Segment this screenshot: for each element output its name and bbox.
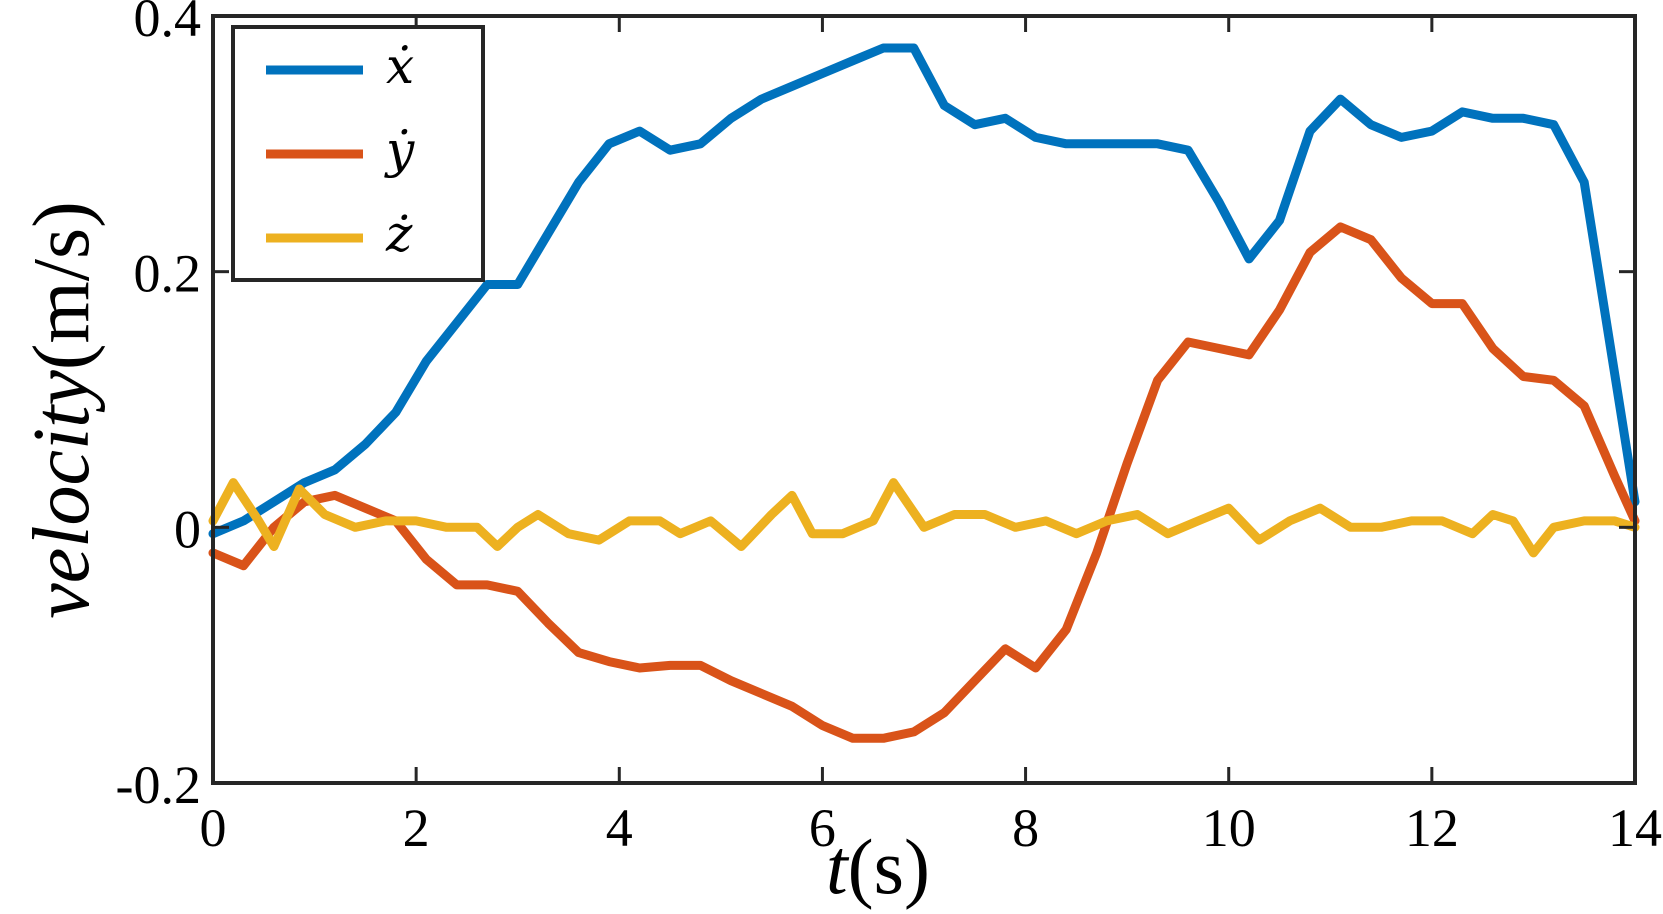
series-line-1 <box>208 222 1640 743</box>
x-axis-unit: (s) <box>848 823 930 910</box>
x-tick-label: 4 <box>606 798 633 858</box>
legend-label-2: ż <box>385 205 413 263</box>
x-tick-label: 12 <box>1405 798 1459 858</box>
series-line-0 <box>208 43 1640 539</box>
x-tick-label: 6 <box>809 798 836 858</box>
y-tick-label: 0.2 <box>134 244 202 304</box>
legend-label-1: ẏ <box>384 121 415 179</box>
legend: ẋẏż <box>231 25 485 282</box>
legend-label-0: ẋ <box>386 37 414 95</box>
y-tick-label: 0 <box>174 499 201 559</box>
y-axis-unit: (m/s) <box>18 201 106 370</box>
axis-ticks <box>211 14 1637 785</box>
series-line-2 <box>208 478 1640 558</box>
y-tick-label: -0.2 <box>116 755 201 815</box>
plot-lines <box>208 43 1640 743</box>
x-tick-label: 2 <box>403 798 430 858</box>
x-tick-label: 14 <box>1608 798 1662 858</box>
x-axis-title: t(s) <box>826 823 930 910</box>
x-axis-symbol: t <box>826 823 850 910</box>
x-tick-label: 0 <box>200 798 227 858</box>
y-axis-symbol: velocity <box>18 370 106 619</box>
y-tick-label: 0.4 <box>134 0 202 48</box>
plot-frame <box>211 14 1637 785</box>
tick-labels: 0 2 4 6 8 10 12 14-0.200.20.4 <box>116 0 1662 858</box>
x-tick-label: 8 <box>1012 798 1039 858</box>
x-tick-label: 10 <box>1202 798 1256 858</box>
y-axis-title: velocity(m/s) <box>18 201 106 619</box>
